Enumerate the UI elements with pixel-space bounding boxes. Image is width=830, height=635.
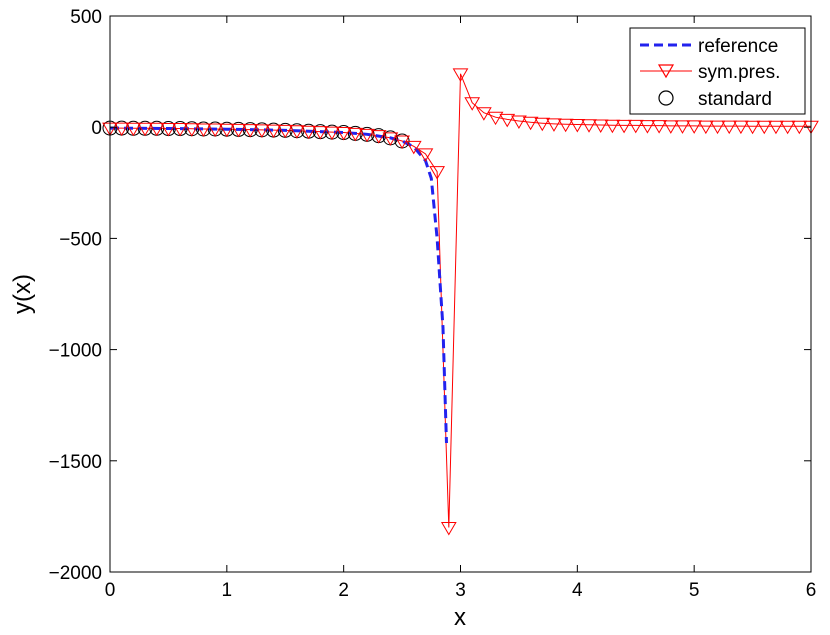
y-tick-label: −500 <box>59 229 102 250</box>
series-sympres-point <box>347 127 364 142</box>
series-sympres-point <box>312 126 329 140</box>
series-reference-line <box>109 126 448 444</box>
series-sympres-point <box>721 120 738 135</box>
x-tick-label: 1 <box>222 580 233 601</box>
series-sympres-point <box>487 111 504 126</box>
y-tick-label: −1500 <box>49 452 102 473</box>
series-sympres-point <box>324 126 340 141</box>
series-sympres-point <box>627 119 644 134</box>
series-sympres-point <box>277 124 294 139</box>
series-sympres-point <box>230 123 247 138</box>
series-sympres-point <box>756 120 773 135</box>
series-sympres-point <box>534 117 551 132</box>
series-sympres-point <box>686 120 703 134</box>
series-sympres-point <box>417 148 434 162</box>
series-sympres-point <box>733 120 749 135</box>
series-sympres-point <box>697 120 714 135</box>
series-sympres-point <box>137 122 153 137</box>
series-sympres-point <box>218 123 235 138</box>
series-sympres-point <box>242 124 259 138</box>
series-sympres-point <box>744 120 761 135</box>
series-sympres-point <box>464 97 481 111</box>
series-sympres-point <box>172 123 188 137</box>
x-tick-label: 2 <box>338 580 349 601</box>
series-sympres-point <box>674 120 691 134</box>
series-sympres-point <box>440 522 457 536</box>
series-sympres-point <box>370 130 387 144</box>
series-sympres-point <box>113 122 130 137</box>
ticks-layer: 0 1 2 3 4 5 6 −2000 −1500 −1000 −500 0 500 <box>49 7 817 601</box>
series-sympres-point <box>254 124 270 138</box>
x-tick-label: 4 <box>572 580 583 601</box>
series-sympres-point <box>616 119 632 134</box>
series-sympres-point <box>768 120 784 135</box>
series-sympres-point <box>125 122 142 137</box>
series-sympres-point <box>546 118 562 132</box>
y-tick-label: 0 <box>91 118 102 139</box>
series-sympres-point <box>300 125 317 140</box>
series-sympres-point <box>382 132 399 146</box>
x-tick-label: 0 <box>105 580 116 601</box>
series-sympres-point <box>394 135 410 149</box>
series-sympres-point <box>511 115 527 129</box>
x-tick-label: 6 <box>806 580 817 601</box>
series-sympres-point <box>604 119 621 134</box>
legend-sympres-marker <box>657 64 675 79</box>
series-sympres-point <box>335 127 352 141</box>
y-tick-label: 500 <box>70 7 102 28</box>
legend: reference sym.pres. standard <box>629 27 806 115</box>
series-sympres-point <box>148 122 165 137</box>
series-sympres-point <box>662 120 679 134</box>
series-sympres-point <box>183 123 200 137</box>
series-sympres-point <box>207 123 224 137</box>
y-tick-label: −2000 <box>49 563 102 584</box>
x-tick-label: 3 <box>455 580 466 601</box>
series-sympres-point <box>592 119 609 133</box>
series-sympres-point <box>791 120 808 135</box>
legend-standard-label: standard <box>698 89 772 110</box>
legend-reference-label: reference <box>698 36 778 57</box>
legend-standard-marker <box>658 90 674 106</box>
series-sympres-point <box>265 124 282 139</box>
series-sympres-point <box>405 140 422 155</box>
series-sympres-point <box>569 119 586 133</box>
series-sympres-point <box>429 166 446 180</box>
y-tick-label: −1000 <box>49 341 102 362</box>
x-axis-label: x <box>454 604 466 631</box>
series-sympres-point <box>651 120 667 134</box>
series-sympres-point <box>160 123 177 137</box>
series-sympres-point <box>639 120 656 134</box>
legend-sympres-label: sym.pres. <box>698 62 780 83</box>
series-sympres-point <box>779 120 796 135</box>
series-sympres-point <box>557 118 574 133</box>
series-sympres-point <box>499 113 516 128</box>
series-sympres-point <box>359 128 375 143</box>
series-sympres-point <box>195 123 212 137</box>
x-tick-label: 5 <box>689 580 700 601</box>
series-sympres-point <box>289 125 305 139</box>
series-sympres-point <box>709 120 726 135</box>
series-sympres-point <box>452 68 469 82</box>
series-layer <box>102 68 819 536</box>
series-sympres-point <box>581 119 597 133</box>
series-sympres-point <box>475 107 492 121</box>
y-axis-label: y(x) <box>9 274 36 314</box>
series-sympres-point <box>522 116 539 131</box>
